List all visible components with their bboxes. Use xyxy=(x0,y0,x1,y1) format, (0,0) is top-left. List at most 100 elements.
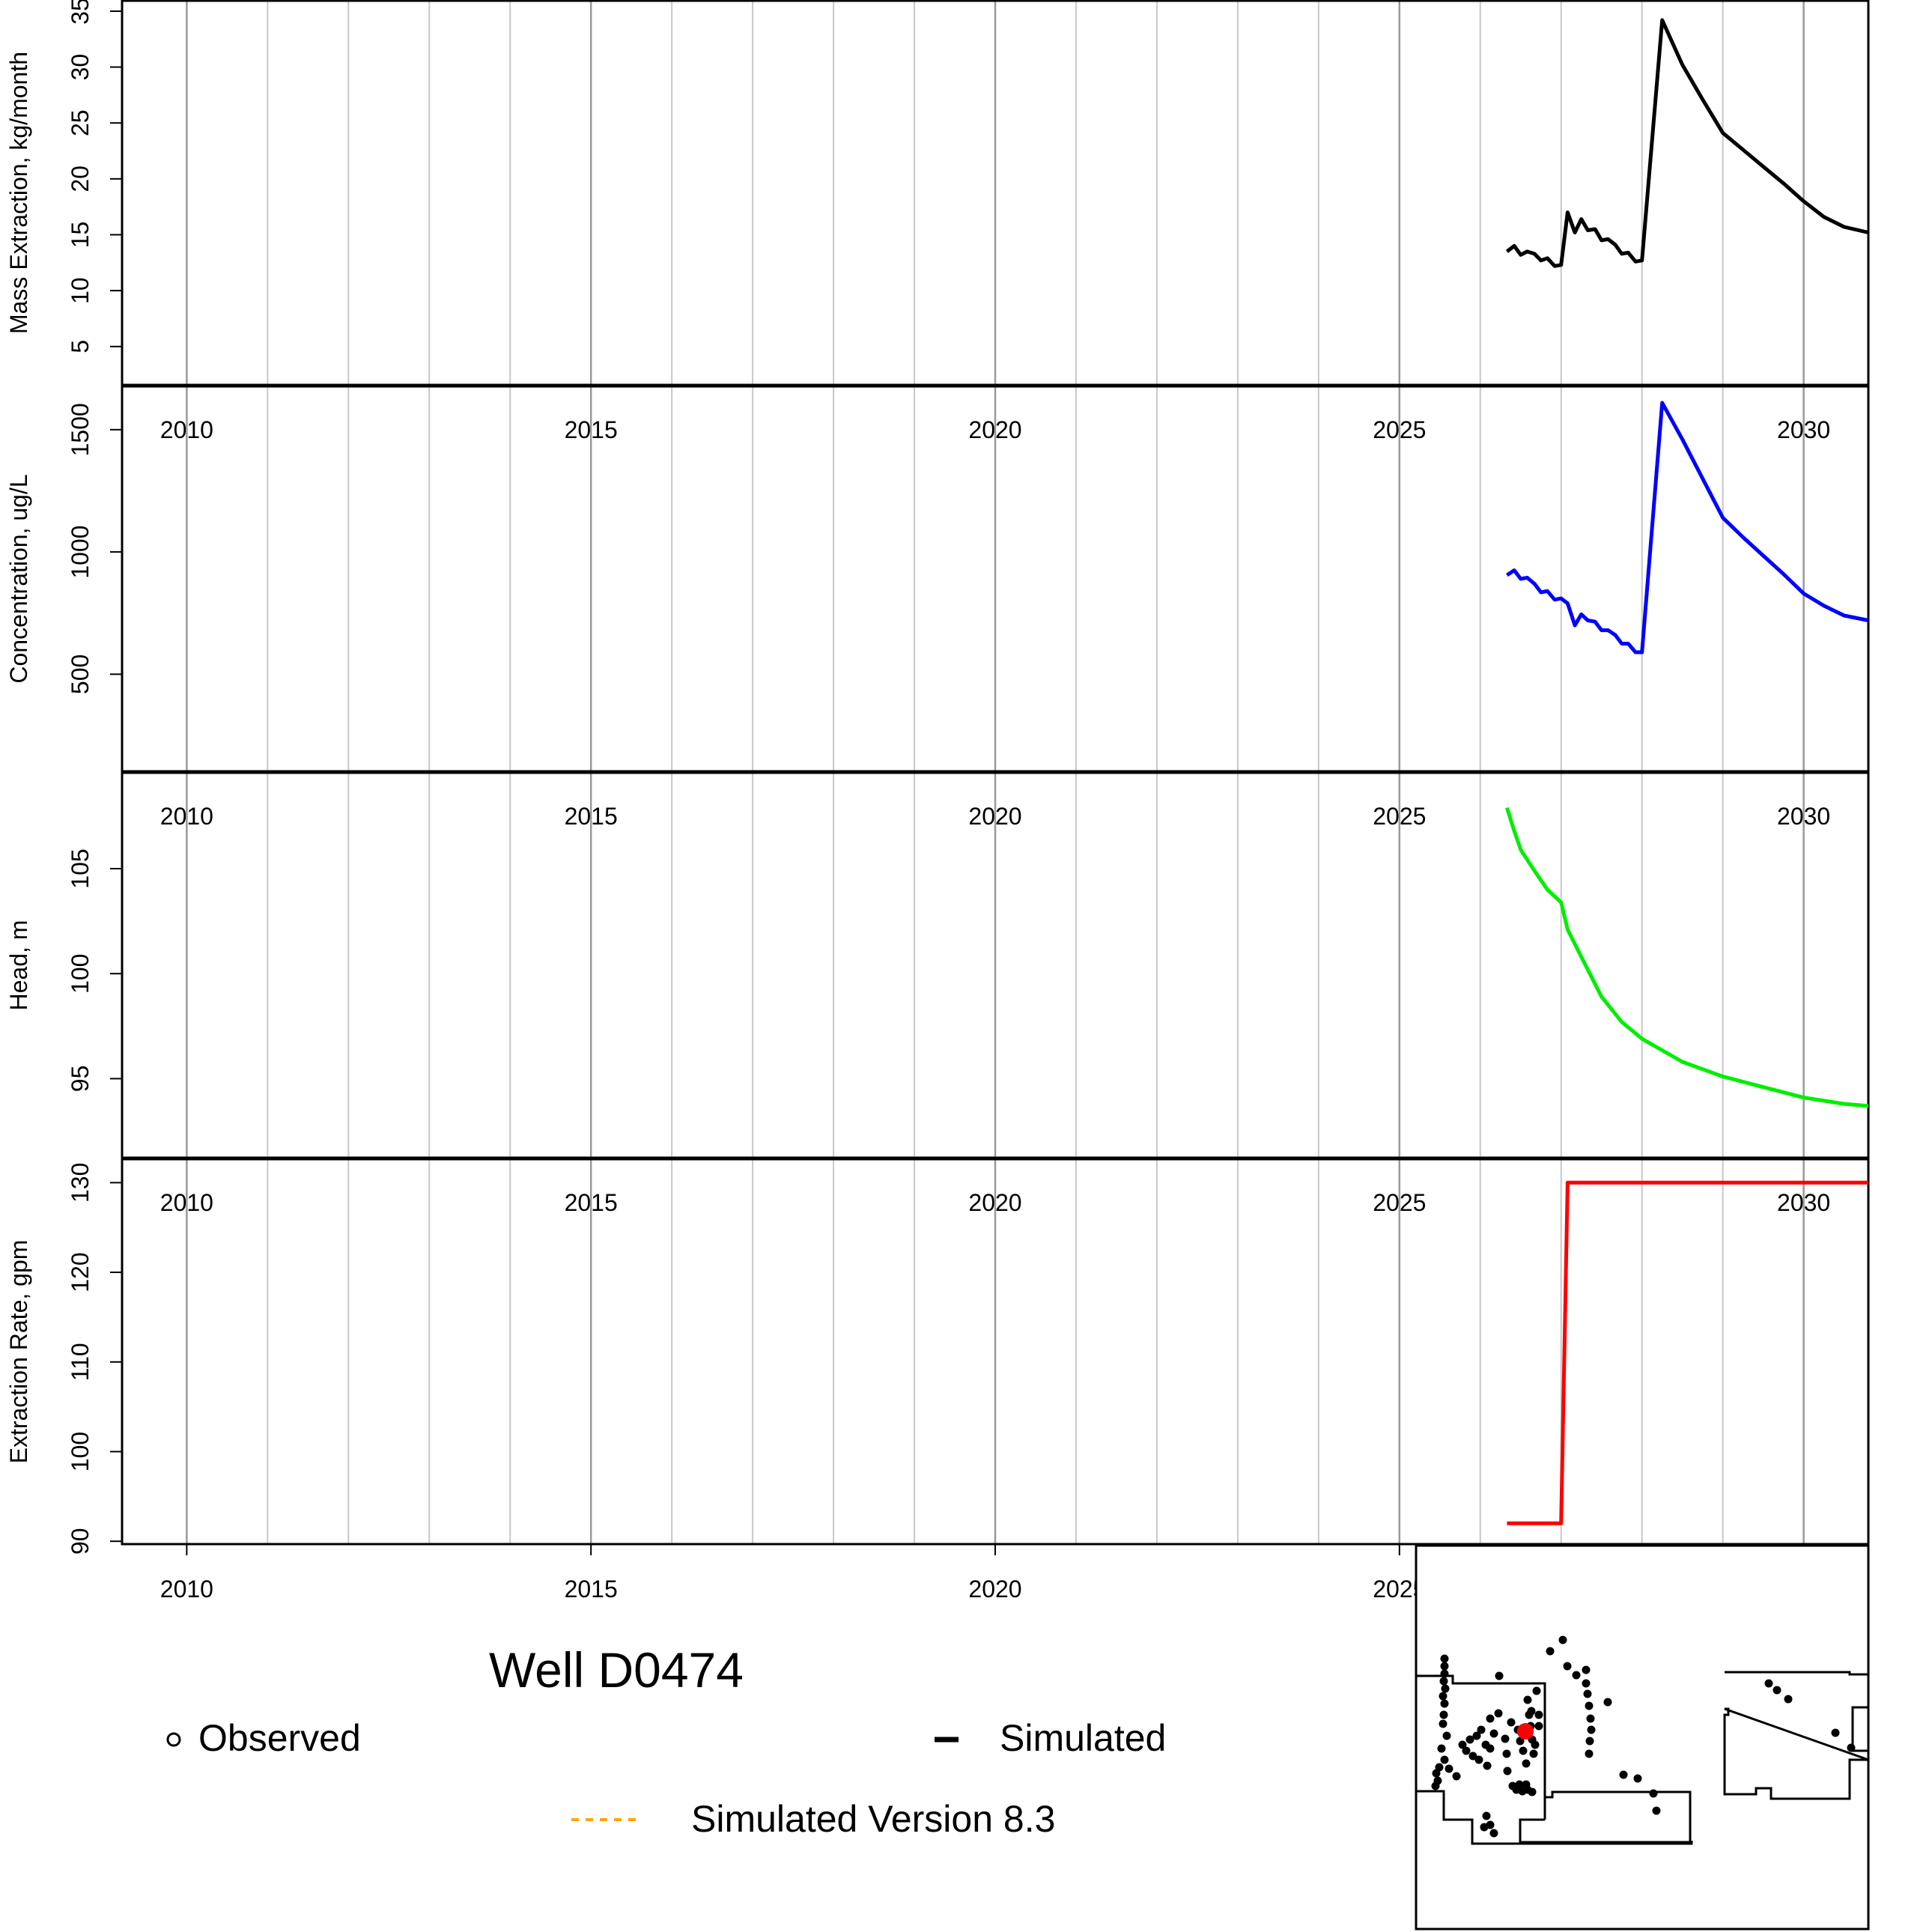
well-marker xyxy=(1582,1679,1591,1688)
simulated-legend-label: Simulated xyxy=(1000,1717,1166,1759)
observed-legend-label: Observed xyxy=(198,1717,361,1759)
well-marker xyxy=(1439,1677,1448,1686)
well-marker xyxy=(1772,1686,1781,1695)
well-marker xyxy=(1437,1744,1446,1753)
observed-legend-marker xyxy=(166,1732,181,1747)
well-marker xyxy=(1431,1781,1440,1790)
well-marker xyxy=(1519,1746,1528,1755)
site-boundary xyxy=(1416,1674,1546,1820)
well-marker xyxy=(1585,1749,1594,1758)
site-boundary xyxy=(1723,1671,1869,1800)
y-tick-label: 120 xyxy=(67,1252,94,1292)
y-axis-label: Head, m xyxy=(5,920,32,1011)
well-marker xyxy=(1516,1737,1525,1746)
well-marker xyxy=(1502,1749,1511,1758)
well-marker xyxy=(1582,1665,1591,1674)
well-marker xyxy=(1489,1729,1498,1738)
well-marker xyxy=(1531,1740,1540,1749)
y-tick-label: 500 xyxy=(67,654,94,694)
well-marker xyxy=(1523,1695,1532,1704)
well-marker xyxy=(1532,1686,1541,1695)
well-marker xyxy=(1572,1671,1581,1680)
well-marker xyxy=(1445,1764,1453,1773)
well-marker xyxy=(1649,1789,1658,1798)
y-tick-label: 5 xyxy=(67,340,94,353)
well-marker xyxy=(1784,1695,1793,1704)
selected-well-marker xyxy=(1517,1723,1534,1740)
y-tick-label: 100 xyxy=(67,954,94,994)
well-marker xyxy=(1585,1737,1594,1746)
well-marker xyxy=(1462,1746,1471,1755)
well-marker xyxy=(1440,1669,1449,1678)
well-marker xyxy=(1439,1710,1448,1719)
well-marker xyxy=(1477,1725,1486,1734)
well-marker xyxy=(1603,1698,1612,1707)
well-marker xyxy=(1534,1722,1543,1731)
well-marker xyxy=(1440,1662,1449,1671)
series-line-4-1 xyxy=(1507,1180,1868,1525)
well-marker xyxy=(1585,1701,1594,1710)
well-marker xyxy=(1432,1769,1441,1778)
y-tick-label: 20 xyxy=(67,165,94,192)
well-marker xyxy=(1522,1759,1531,1768)
y-tick-label: 1500 xyxy=(67,403,94,456)
well-marker xyxy=(1546,1647,1555,1656)
well-marker xyxy=(1440,1755,1449,1764)
well-marker xyxy=(1483,1761,1492,1770)
chart-panel-4: 90 100 110 120 130 Extraction Rate, gpm 2010 20… xyxy=(5,1156,1870,1603)
y-tick-label: 90 xyxy=(67,1528,94,1555)
well-marker xyxy=(1440,1699,1449,1708)
well-marker xyxy=(1633,1774,1642,1783)
y-tick-label: 95 xyxy=(67,1066,94,1093)
y-tick-label: 30 xyxy=(67,54,94,81)
well-marker xyxy=(1515,1780,1524,1789)
series-line-2-1 xyxy=(1506,401,1869,654)
y-tick-label: 110 xyxy=(67,1343,94,1381)
well-marker xyxy=(1831,1728,1840,1737)
well-marker xyxy=(1452,1772,1461,1781)
well-marker xyxy=(1529,1749,1538,1758)
y-tick-label: 15 xyxy=(67,222,94,249)
well-marker xyxy=(1439,1719,1448,1728)
series-line-3-1 xyxy=(1505,806,1869,1108)
well-marker xyxy=(1440,1654,1449,1663)
well-marker xyxy=(1489,1829,1498,1838)
y-axis-label: Concentration, ug/L xyxy=(5,474,32,683)
simulated-v83-legend-label: Simulated Version 8.3 xyxy=(691,1798,1055,1840)
y-tick-label: 105 xyxy=(67,848,94,888)
chart-panels: 5 10 15 20 25 30 35 Mass Extraction, kg/month 20… xyxy=(5,0,1870,1603)
y-tick-label: 130 xyxy=(67,1163,94,1203)
y-axis-label: Extraction Rate, gpm xyxy=(5,1240,32,1464)
well-title: Well D0474 xyxy=(489,1642,744,1698)
well-marker xyxy=(1494,1709,1503,1718)
well-marker xyxy=(1472,1731,1481,1740)
well-locator-map xyxy=(1415,1544,1870,1931)
well-marker xyxy=(1495,1671,1504,1680)
well-marker xyxy=(1528,1787,1537,1796)
site-boundary xyxy=(1520,1841,1693,1845)
well-marker xyxy=(1480,1823,1489,1832)
well-marker xyxy=(1442,1731,1451,1740)
well-marker xyxy=(1652,1806,1661,1815)
well-marker xyxy=(1482,1811,1491,1820)
well-marker xyxy=(1527,1707,1536,1716)
well-marker xyxy=(1764,1679,1773,1688)
well-marker xyxy=(1458,1740,1467,1749)
well-marker xyxy=(1486,1714,1495,1723)
y-tick-label: 1000 xyxy=(67,525,94,578)
x-tick-label: 2020 xyxy=(968,1576,1021,1603)
well-marker xyxy=(1465,1735,1474,1744)
well-marker xyxy=(1474,1755,1483,1764)
site-boundary xyxy=(1520,1790,1692,1844)
x-tick-label: 2015 xyxy=(565,1576,618,1603)
series-line-1-1 xyxy=(1505,18,1869,268)
well-marker xyxy=(1501,1734,1510,1743)
well-marker xyxy=(1534,1710,1543,1719)
well-marker xyxy=(1503,1767,1512,1775)
well-marker xyxy=(1586,1714,1595,1723)
y-tick-label: 10 xyxy=(67,277,94,304)
well-marker xyxy=(1619,1770,1628,1779)
